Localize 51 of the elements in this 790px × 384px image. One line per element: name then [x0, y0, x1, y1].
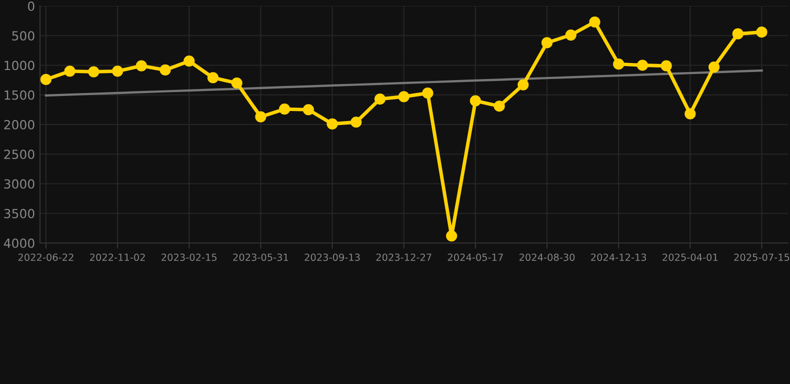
- y-tick-label: 500: [12, 31, 34, 41]
- point: [302, 104, 314, 116]
- point: [88, 66, 100, 78]
- y-tick-label: 3000: [4, 179, 34, 189]
- x-tick-label: 2024-12-13: [591, 254, 646, 261]
- x-tick-label: 2024-08-30: [519, 254, 575, 261]
- point: [398, 91, 410, 102]
- point: [541, 37, 553, 48]
- x-tick-label: 2023-09-13: [304, 254, 360, 261]
- point: [184, 56, 195, 67]
- x-tick-label: 2024-05-17: [448, 254, 503, 261]
- x-tick-label: 2025-07-15: [734, 254, 790, 261]
- point: [636, 60, 648, 71]
- point: [518, 79, 529, 90]
- y-tick-label: 2000: [4, 120, 34, 130]
- point: [136, 60, 147, 72]
- point: [660, 60, 672, 72]
- x-tick-label: 2025-04-01: [662, 254, 718, 261]
- y-tick-label: 1000: [4, 60, 34, 70]
- x-tick-label: 2022-06-22: [18, 254, 74, 261]
- point: [756, 26, 768, 38]
- point: [446, 230, 458, 242]
- point: [64, 66, 76, 77]
- y-tick-label: 1500: [4, 90, 34, 100]
- point: [494, 100, 505, 112]
- point: [231, 77, 242, 89]
- point: [708, 61, 720, 73]
- x-tick-label: 2022-11-02: [90, 254, 145, 261]
- point: [207, 72, 219, 84]
- point: [255, 111, 266, 122]
- point: [684, 108, 696, 120]
- point: [422, 88, 434, 99]
- x-tick-label: 2023-02-15: [162, 254, 217, 261]
- point: [565, 29, 576, 41]
- point: [613, 58, 624, 70]
- point: [374, 93, 386, 105]
- point: [40, 74, 52, 86]
- point: [279, 104, 290, 115]
- point: [470, 95, 481, 106]
- y-tick-label: 4000: [4, 238, 34, 248]
- point: [732, 28, 744, 40]
- x-tick-label: 2023-12-27: [376, 254, 432, 261]
- point: [112, 66, 124, 77]
- point: [160, 64, 171, 76]
- point: [326, 118, 338, 130]
- point: [589, 16, 600, 28]
- point: [350, 116, 362, 128]
- x-tick-label: 2023-05-31: [233, 254, 288, 261]
- y-tick-label: 3500: [4, 208, 34, 218]
- y-tick-label: 2500: [4, 150, 34, 160]
- y-tick-label: 0: [28, 1, 34, 11]
